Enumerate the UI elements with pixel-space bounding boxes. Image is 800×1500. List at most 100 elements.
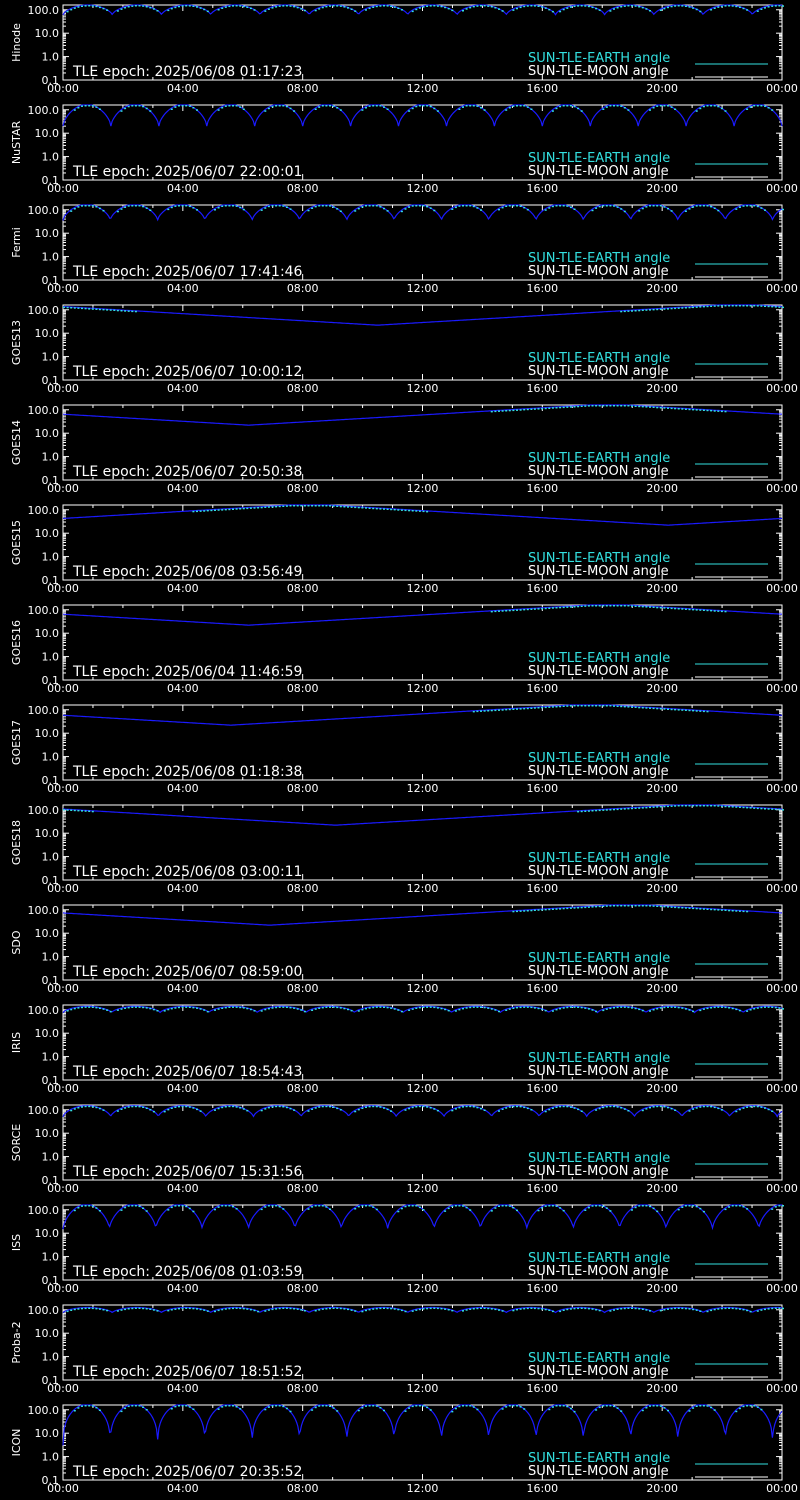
earth-angle-point: [289, 1107, 292, 1110]
earth-angle-point: [426, 5, 429, 7]
earth-angle-point: [325, 5, 328, 8]
earth-angle-point: [397, 1308, 400, 1311]
x-tick-label: 12:00: [407, 1082, 439, 1095]
earth-angle-point: [127, 205, 130, 207]
earth-angle-point: [285, 505, 288, 507]
earth-angle-point: [106, 1009, 109, 1011]
earth-angle-point: [181, 105, 184, 107]
earth-angle-point: [163, 1110, 166, 1113]
earth-angle-point: [609, 1105, 612, 1108]
earth-angle-point: [584, 1209, 587, 1211]
y-tick-label: 1.0: [42, 951, 60, 964]
angle-curve: [63, 304, 783, 326]
earth-angle-point: [131, 105, 134, 107]
earth-angle-point: [559, 1207, 562, 1209]
earth-angle-point: [778, 1205, 781, 1207]
earth-angle-point: [663, 308, 666, 310]
earth-angle-point: [713, 410, 716, 412]
earth-angle-point: [440, 1307, 443, 1310]
earth-angle-point: [138, 1006, 141, 1008]
x-tick-label: 12:00: [407, 1182, 439, 1195]
earth-angle-point: [670, 106, 673, 108]
earth-angle-point: [433, 107, 436, 110]
earth-angle-point: [116, 210, 119, 213]
earth-angle-point: [343, 1308, 346, 1310]
earth-angle-point: [595, 207, 598, 209]
earth-angle-point: [641, 905, 644, 907]
earth-angle-point: [512, 1309, 515, 1312]
earth-angle-point: [224, 1006, 227, 1009]
earth-angle-point: [602, 1205, 605, 1207]
earth-angle-point: [451, 1309, 454, 1312]
earth-angle-point: [746, 806, 749, 809]
earth-angle-point: [717, 6, 720, 8]
earth-angle-point: [307, 505, 310, 507]
earth-angle-point: [116, 309, 119, 312]
earth-angle-point: [145, 107, 148, 110]
earth-angle-point: [149, 209, 152, 211]
earth-angle-point: [336, 5, 339, 7]
earth-angle-point: [749, 305, 752, 307]
earth-angle-point: [591, 605, 594, 607]
earth-angle-point: [706, 1310, 709, 1313]
angle-curve: [62, 1204, 782, 1231]
earth-angle-point: [656, 205, 659, 207]
x-tick-label: 00:00: [766, 582, 798, 595]
earth-angle-point: [501, 10, 504, 12]
earth-angle-point: [426, 205, 429, 208]
x-tick-label: 20:00: [646, 782, 678, 795]
earth-angle-point: [505, 410, 508, 412]
earth-angle-point: [91, 1307, 94, 1310]
earth-angle-point: [782, 1307, 784, 1310]
earth-angle-point: [692, 206, 695, 208]
earth-angle-point: [720, 610, 723, 613]
earth-angle-point: [713, 805, 716, 807]
earth-angle-point: [77, 1107, 80, 1109]
earth-angle-point: [271, 1205, 274, 1207]
earth-angle-point: [720, 1109, 723, 1111]
earth-angle-point: [573, 406, 576, 408]
legend-earth-label: SUN-TLE-EARTH angle: [528, 551, 670, 566]
earth-angle-point: [613, 705, 615, 707]
earth-angle-point: [605, 1106, 608, 1108]
earth-angle-point: [221, 205, 224, 207]
earth-angle-point: [498, 709, 500, 711]
earth-angle-point: [469, 6, 472, 9]
satellite-label: GOES15: [10, 520, 23, 565]
earth-angle-point: [634, 1007, 637, 1010]
earth-angle-point: [106, 9, 109, 11]
earth-angle-point: [300, 1309, 303, 1311]
earth-angle-point: [422, 6, 425, 8]
earth-angle-point: [760, 1006, 763, 1009]
earth-angle-point: [616, 7, 619, 9]
earth-angle-point: [289, 5, 292, 7]
panel-icon: 100.010.01.00.100:00 04:00 08:00 12:00 16:00…: [10, 1404, 798, 1495]
earth-angle-point: [548, 607, 551, 609]
earth-angle-point: [490, 1308, 493, 1310]
earth-angle-point: [684, 1008, 687, 1010]
earth-angle-point: [717, 1308, 720, 1310]
earth-angle-point: [81, 205, 83, 207]
earth-angle-point: [767, 1006, 770, 1008]
x-tick-label: 16:00: [526, 1082, 558, 1095]
earth-angle-point: [623, 107, 626, 109]
legend-moon-label: SUN-TLE-MOON angle: [528, 1464, 669, 1479]
earth-angle-point: [221, 1406, 224, 1408]
earth-angle-point: [695, 205, 698, 207]
earth-angle-point: [760, 105, 763, 107]
y-tick-label: 1.0: [42, 451, 60, 464]
earth-angle-point: [285, 206, 288, 208]
y-tick-label: 1.0: [42, 1051, 60, 1064]
earth-angle-point: [652, 406, 655, 408]
earth-angle-point: [613, 8, 615, 10]
earth-angle-point: [519, 1006, 522, 1009]
earth-angle-point: [91, 308, 94, 310]
earth-angle-point: [551, 205, 554, 208]
x-tick-label: 00:00: [47, 82, 79, 95]
earth-angle-point: [580, 906, 583, 909]
earth-angle-point: [95, 1406, 98, 1409]
x-tick-label: 04:00: [167, 782, 199, 795]
earth-angle-point: [264, 207, 267, 209]
earth-angle-point: [631, 5, 633, 7]
earth-angle-point: [260, 1010, 263, 1012]
